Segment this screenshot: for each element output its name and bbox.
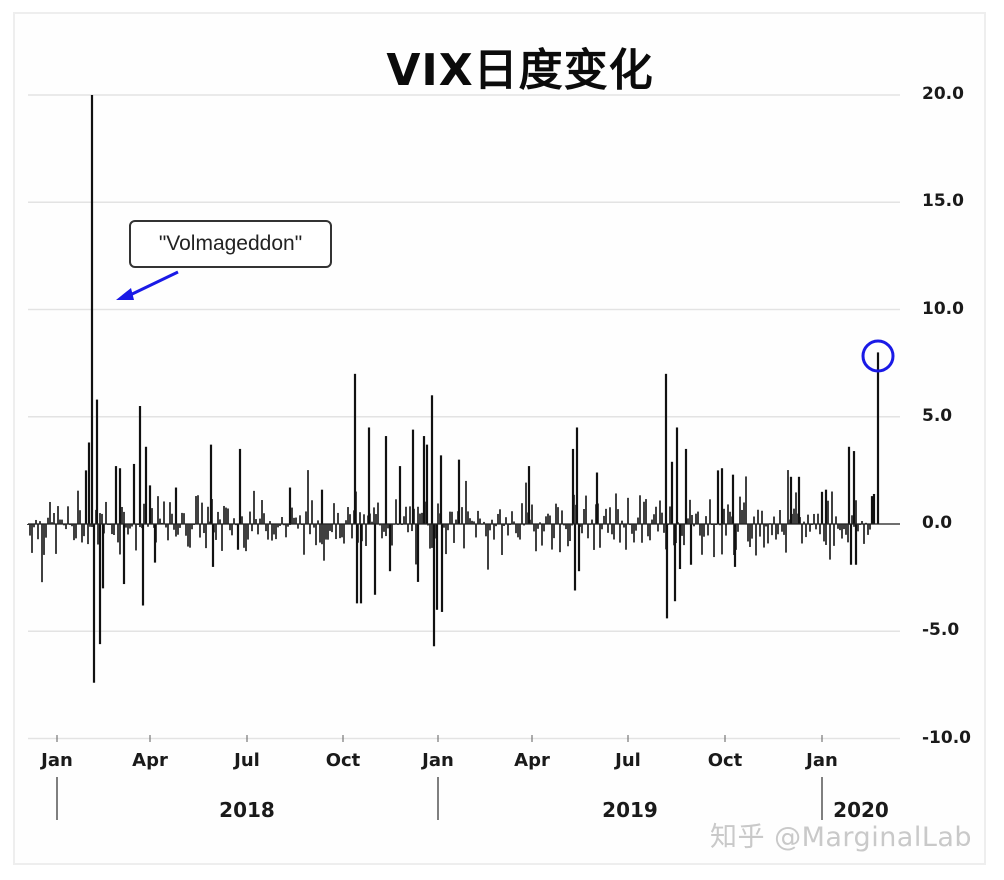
y-tick-label: 5.0	[922, 405, 953, 426]
x-axis-ticks	[56, 735, 823, 742]
x-tick-label: Jul	[615, 750, 641, 771]
x-year-label: 2020	[833, 798, 889, 822]
x-year-label: 2019	[602, 798, 658, 822]
watermark: 知乎 @MarginalLab	[710, 822, 973, 853]
chart-frame	[13, 12, 986, 865]
x-year-label: 2018	[219, 798, 275, 822]
x-tick-label: Oct	[707, 750, 743, 771]
y-tick-label: 20.0	[922, 84, 964, 104]
volmageddon-callout: "Volmageddon"	[129, 220, 332, 268]
data-bars	[27, 95, 880, 683]
x-tick-label: Jan	[422, 750, 454, 771]
y-tick-label: -5.0	[922, 620, 960, 641]
x-tick-label: Oct	[325, 750, 361, 771]
y-tick-label: -10.0	[922, 727, 971, 748]
gridlines	[28, 94, 900, 740]
x-tick-label: Jan	[41, 750, 73, 771]
y-tick-label: 0.0	[922, 513, 953, 533]
highlight-circle-icon	[861, 339, 895, 373]
y-tick-label: 10.0	[922, 298, 964, 319]
year-separators	[56, 777, 823, 820]
y-tick-label: 15.0	[922, 191, 964, 212]
x-tick-label: Apr	[514, 750, 550, 771]
chart-title: VIX日度变化	[386, 45, 654, 96]
x-tick-label: Jan	[806, 750, 838, 771]
x-tick-label: Jul	[234, 750, 260, 771]
x-tick-label: Apr	[132, 750, 168, 771]
volmageddon-arrow-icon	[116, 270, 179, 300]
